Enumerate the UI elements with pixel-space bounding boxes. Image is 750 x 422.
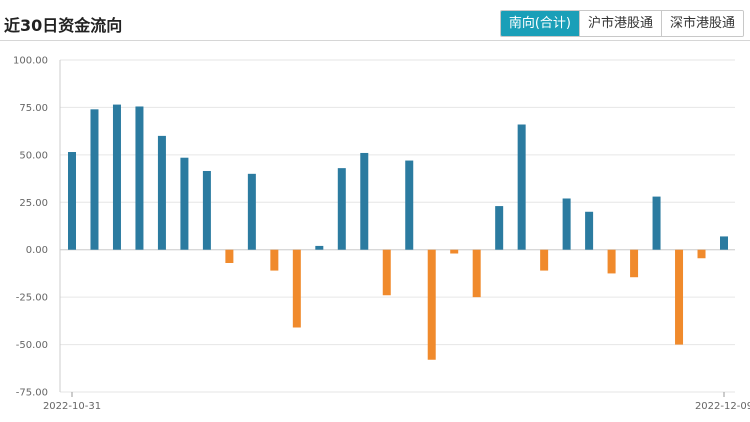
outflow-bar: [630, 249, 639, 278]
x-tick-label: 2022-10-31: [43, 401, 101, 412]
outflow-bar: [427, 249, 436, 360]
inflow-bar: [405, 160, 414, 250]
tab-group: 南向(合计) 沪市港股通 深市港股通: [499, 10, 744, 37]
outflow-bar: [697, 249, 706, 259]
inflow-bar: [360, 152, 369, 250]
inflow-bar: [652, 196, 661, 250]
inflow-bar: [517, 124, 526, 250]
outflow-bar: [382, 249, 391, 296]
y-tick-label: 75.00: [19, 103, 48, 114]
inflow-bar: [315, 245, 324, 250]
inflow-bar: [247, 173, 256, 250]
outflow-bar: [450, 249, 459, 254]
inflow-bar: [585, 211, 594, 250]
tab-shenzhen-connect[interactable]: 深市港股通: [660, 11, 743, 36]
tab-southbound-total[interactable]: 南向(合计): [500, 11, 579, 36]
y-tick-label: 25.00: [19, 198, 48, 209]
outflow-bar: [472, 249, 481, 298]
outflow-bar: [292, 249, 301, 328]
inflow-bar: [157, 135, 166, 250]
outflow-bar: [607, 249, 616, 274]
inflow-bar: [337, 168, 346, 250]
page-title: 近30日资金流向: [4, 16, 123, 35]
inflow-bar: [180, 157, 189, 250]
x-tick-label: 2022-12-09: [695, 401, 750, 412]
outflow-bar: [675, 249, 684, 345]
inflow-bar: [90, 109, 99, 250]
inflow-bar: [112, 104, 121, 250]
fund-flow-chart: 100.00 75.00 50.00 25.00 0.00 -25.00 -50.00 -75…: [13, 56, 750, 413]
y-tick-label: -75.00: [16, 388, 48, 399]
inflow-bar: [135, 106, 144, 250]
y-tick-label: 100.00: [13, 56, 48, 67]
y-tick-label: -25.00: [16, 293, 48, 304]
inflow-bar: [202, 170, 211, 250]
y-tick-label: 50.00: [19, 150, 48, 161]
outflow-bar: [540, 249, 549, 271]
inflow-bar: [495, 206, 504, 250]
inflow-bar: [720, 236, 728, 250]
y-tick-label: 0.00: [26, 245, 48, 256]
inflow-bar: [562, 198, 571, 250]
tab-shanghai-connect[interactable]: 沪市港股通: [578, 11, 661, 36]
y-tick-label: -50.00: [16, 340, 48, 351]
outflow-bar: [270, 249, 279, 271]
inflow-bar: [68, 152, 76, 250]
outflow-bar: [225, 249, 234, 263]
header: 近30日资金流向 南向(合计) 沪市港股通 深市港股通: [0, 0, 750, 41]
